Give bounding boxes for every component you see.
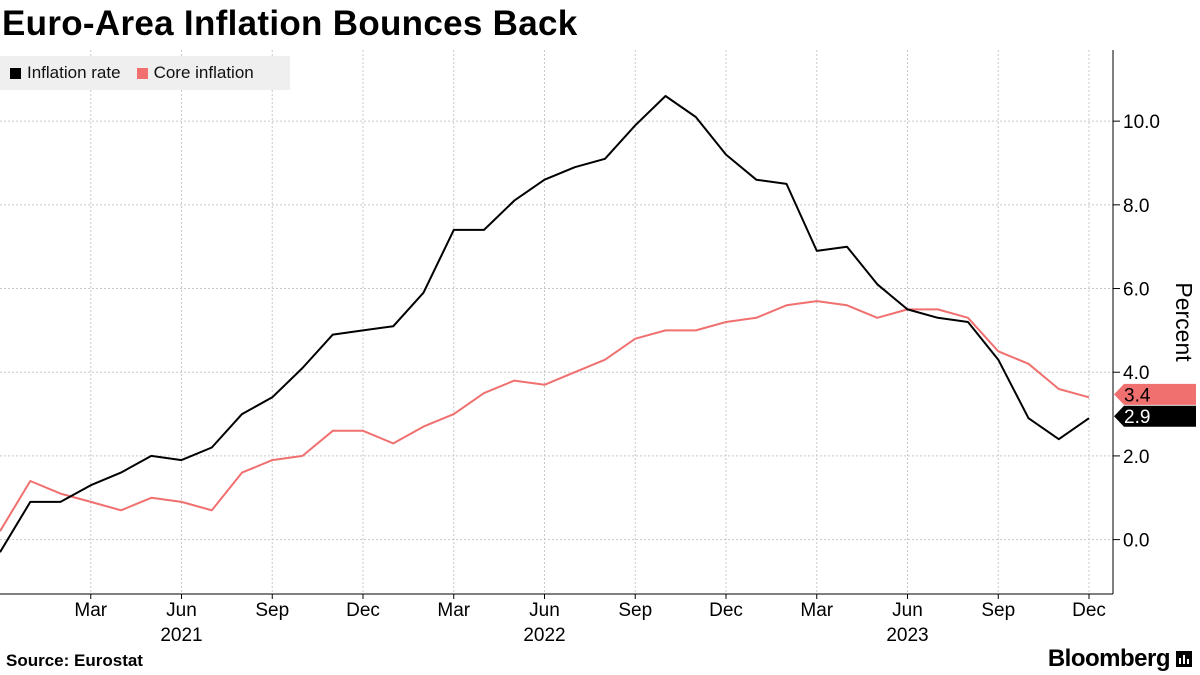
x-tick-label: Sep	[981, 600, 1015, 621]
legend-item-core-inflation: Core inflation	[136, 63, 254, 83]
inflation-rate-last-value-tag	[1114, 405, 1196, 427]
y-tick-label: 10.0	[1123, 112, 1160, 133]
x-tick-label: Dec	[346, 600, 380, 621]
legend-swatch-inflation-rate	[10, 67, 21, 79]
brand: Bloomberg	[1048, 645, 1192, 673]
brand-name: Bloomberg	[1047, 645, 1171, 672]
y-tick-label: 8.0	[1123, 196, 1149, 217]
x-tick-label: Sep	[618, 600, 652, 621]
legend: Inflation rate Core inflation	[0, 56, 290, 90]
core-inflation-last-value-label: 3.4	[1124, 385, 1151, 406]
inflation-rate-last-value-label: 2.9	[1124, 407, 1150, 428]
x-tick-label: Mar	[800, 600, 833, 621]
series-line-inflation-rate	[0, 95, 1090, 553]
bloomberg-terminal-icon	[1176, 651, 1192, 667]
legend-item-inflation-rate: Inflation rate	[10, 63, 121, 83]
x-year-label: 2023	[886, 625, 928, 646]
x-tick-label: Jun	[166, 600, 197, 621]
y-tick-label: 4.0	[1123, 363, 1149, 384]
source-note: Source: Eurostat	[6, 651, 143, 670]
legend-label-inflation-rate: Inflation rate	[27, 63, 121, 82]
x-tick-label: Jun	[529, 600, 560, 621]
x-tick-label: Mar	[437, 600, 470, 621]
chart-title: Euro-Area Inflation Bounces Back	[2, 4, 578, 43]
y-tick-label: 6.0	[1123, 280, 1149, 301]
core-inflation-last-value-tag	[1114, 383, 1196, 405]
x-tick-label: Dec	[709, 600, 743, 621]
x-tick-label: Mar	[74, 600, 107, 621]
x-tick-label: Jun	[892, 600, 923, 621]
x-year-label: 2022	[523, 625, 565, 646]
y-tick-label: 2.0	[1123, 447, 1149, 468]
x-tick-label: Sep	[255, 600, 289, 621]
y-axis-title: Percent	[1171, 282, 1197, 362]
legend-label-core-inflation: Core inflation	[153, 63, 254, 82]
legend-swatch-core-inflation	[136, 67, 148, 79]
y-tick-label: 0.0	[1123, 531, 1149, 552]
x-year-label: 2021	[160, 625, 202, 646]
x-tick-label: Dec	[1072, 600, 1106, 621]
